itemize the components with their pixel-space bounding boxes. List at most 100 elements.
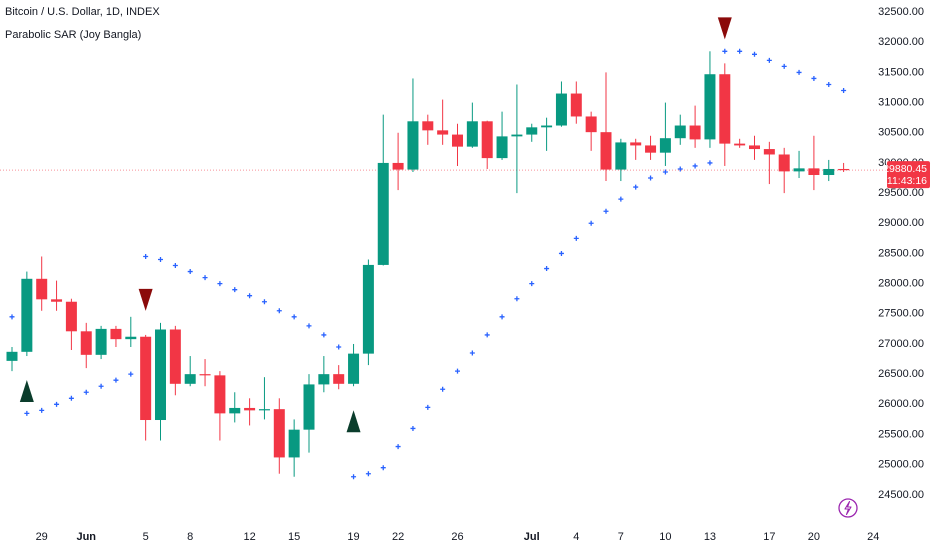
candle-body	[763, 149, 775, 155]
candle-body	[184, 374, 196, 384]
y-tick-label: 28000.00	[878, 278, 924, 290]
sar-dot	[24, 410, 30, 416]
x-tick-label: 5	[143, 531, 149, 543]
sar-dot	[39, 407, 45, 413]
candle-body	[377, 162, 389, 265]
sar-dot	[588, 220, 594, 226]
sar-dot	[187, 269, 193, 275]
sar-dot	[826, 81, 832, 87]
candle-body	[749, 145, 760, 150]
candle-body	[65, 301, 77, 332]
y-tick-label: 27500.00	[878, 308, 924, 320]
y-tick-label: 26000.00	[878, 398, 924, 410]
buy-signal	[346, 410, 361, 433]
candle-body	[734, 143, 746, 146]
candle-body	[21, 278, 33, 352]
candle-body	[555, 93, 567, 126]
alert-icon-circle[interactable]	[838, 498, 858, 518]
sar-dot	[841, 88, 847, 94]
sar-dot	[469, 350, 475, 356]
y-tick-label: 32000.00	[878, 36, 924, 48]
y-tick-label: 29000.00	[878, 217, 924, 229]
candle-body	[838, 168, 850, 171]
plot-area	[0, 17, 886, 480]
y-tick-label: 31500.00	[878, 66, 924, 78]
sar-dot	[662, 169, 668, 175]
candle-body	[511, 134, 523, 137]
y-tick-label: 24500.00	[878, 489, 924, 501]
sar-dot	[752, 51, 757, 57]
y-tick-label: 26500.00	[878, 368, 924, 380]
sar-dot	[455, 368, 460, 374]
candle-body	[778, 154, 790, 172]
candle-body	[333, 374, 345, 384]
candle-body	[6, 351, 18, 361]
candle-body	[110, 328, 122, 340]
sar-dot	[514, 296, 520, 302]
last-price-label: 29880.45	[883, 163, 927, 175]
x-tick-label: 17	[763, 531, 775, 543]
candle-body	[244, 407, 256, 411]
y-tick-label: 28500.00	[878, 247, 924, 259]
candle-body	[422, 121, 434, 131]
x-tick-label: 8	[187, 531, 193, 543]
alert-icon-bolt[interactable]	[844, 500, 852, 516]
sar-dot	[83, 389, 89, 395]
sar-dot	[603, 208, 609, 214]
last-price-box	[887, 161, 930, 189]
sar-dot	[9, 314, 15, 320]
sar-dot	[113, 377, 119, 383]
sar-dot	[484, 332, 490, 338]
candle-body	[526, 127, 538, 135]
x-tick-label: 19	[347, 531, 359, 543]
candle-body	[318, 374, 330, 385]
sar-dot	[276, 308, 282, 314]
y-tick-label: 29500.00	[878, 187, 924, 199]
x-tick-label: 10	[659, 531, 671, 543]
x-tick-label: 26	[451, 531, 463, 543]
sar-dot	[811, 75, 817, 81]
y-tick-label: 25000.00	[878, 459, 924, 471]
sar-dot	[172, 263, 178, 269]
sar-dot	[425, 404, 431, 410]
sar-dot	[351, 474, 357, 480]
candle-body	[645, 145, 657, 153]
sar-dot	[380, 465, 386, 471]
sar-dot	[558, 250, 564, 256]
candle-body	[793, 168, 805, 172]
candle-body	[125, 336, 137, 340]
sar-dot	[796, 69, 802, 75]
sar-dot	[158, 256, 163, 262]
candle-body	[407, 121, 419, 170]
candle-body	[95, 328, 107, 355]
candle-body	[541, 125, 553, 128]
sar-dot	[321, 332, 327, 338]
y-tick-label: 30500.00	[878, 127, 924, 139]
sar-dot	[766, 57, 772, 63]
candle-body	[630, 142, 642, 146]
candle-body	[615, 142, 627, 170]
x-tick-label: 4	[573, 531, 579, 543]
sar-dot	[128, 371, 134, 377]
candle-body	[823, 168, 835, 176]
alert-icon[interactable]	[838, 498, 858, 518]
sar-dot	[781, 63, 787, 69]
candle-body	[348, 353, 360, 384]
candle-body	[362, 264, 374, 354]
x-tick-label: 7	[618, 531, 624, 543]
candle-body	[229, 407, 241, 414]
candle-body	[155, 329, 166, 421]
candle-body	[437, 130, 449, 135]
candle-body	[80, 331, 92, 355]
x-tick-label: 24	[867, 531, 879, 543]
x-tick-label: Jun	[76, 531, 96, 543]
candle-body	[585, 116, 597, 133]
candle-body	[303, 384, 315, 430]
sar-dot	[202, 275, 208, 281]
buy-signal	[19, 380, 34, 403]
x-tick-label: 20	[808, 531, 820, 543]
y-tick-label: 27000.00	[878, 338, 924, 350]
